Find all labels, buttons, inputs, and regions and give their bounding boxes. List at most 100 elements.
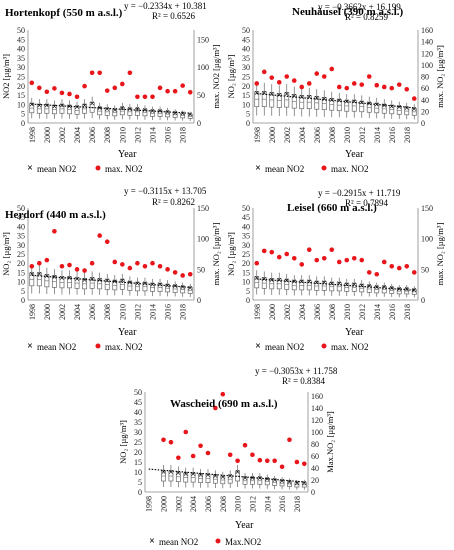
legend-max-label: max. NO2 bbox=[105, 164, 143, 174]
right-tick-label: 100 bbox=[421, 61, 433, 70]
x-tick-label: 2006 bbox=[204, 496, 213, 512]
mean-point: × bbox=[314, 93, 319, 103]
max-point bbox=[37, 260, 42, 266]
trendline bbox=[148, 468, 305, 483]
left-tick-label: 25 bbox=[242, 250, 250, 259]
max-point bbox=[396, 82, 402, 87]
mean-point: × bbox=[287, 477, 292, 487]
left-tick-label: 10 bbox=[17, 278, 25, 287]
x-tick-label: 2012 bbox=[133, 304, 142, 320]
mean-point: × bbox=[97, 103, 102, 113]
max-point bbox=[82, 268, 87, 273]
mean-point: × bbox=[314, 278, 319, 288]
max-point bbox=[287, 437, 292, 443]
panel-title: Herdorf (440 m a.s.l.) bbox=[5, 209, 106, 221]
x-tick-label: 2012 bbox=[133, 127, 142, 143]
mean-point: × bbox=[52, 101, 57, 111]
mean-point: × bbox=[359, 280, 364, 290]
left-tick-label: 35 bbox=[242, 232, 250, 241]
mean-point: × bbox=[269, 89, 274, 99]
chart-panel-2: 0510152025303540455002040608010012014016… bbox=[226, 2, 445, 174]
x-tick-label: 2000 bbox=[43, 304, 52, 320]
mean-point: × bbox=[235, 467, 240, 477]
mean-point: × bbox=[74, 102, 79, 112]
right-tick-label: 100 bbox=[311, 428, 323, 437]
y-axis-label-left: NO₂ [µg/m³] bbox=[226, 54, 236, 98]
max-point bbox=[314, 257, 320, 263]
max-point bbox=[205, 450, 211, 456]
x-tick-label: 2012 bbox=[358, 127, 367, 143]
mean-point: × bbox=[112, 105, 117, 115]
x-tick-label: 2014 bbox=[263, 496, 272, 512]
max-point bbox=[294, 459, 300, 465]
left-tick-label: 15 bbox=[17, 91, 25, 100]
max-point bbox=[97, 233, 102, 238]
x-tick-label: 2012 bbox=[358, 304, 367, 320]
max-point bbox=[161, 437, 166, 443]
mean-point: × bbox=[337, 96, 342, 106]
left-tick-label: 35 bbox=[134, 418, 142, 427]
left-tick-label: 45 bbox=[134, 398, 142, 407]
max-point bbox=[157, 263, 163, 269]
right-tick-label: 60 bbox=[311, 452, 319, 461]
x-tick-label: 2016 bbox=[388, 304, 397, 320]
left-tick-label: 45 bbox=[17, 35, 25, 44]
left-tick-label: 20 bbox=[17, 259, 25, 268]
x-tick-label: 2004 bbox=[298, 127, 307, 143]
max-point bbox=[396, 265, 402, 271]
max-point bbox=[59, 263, 65, 269]
x-tick-label: 2010 bbox=[343, 304, 352, 320]
right-tick-label: 80 bbox=[421, 73, 429, 82]
x-axis-label: Year bbox=[345, 327, 364, 338]
mean-point: × bbox=[262, 88, 267, 98]
mean-point: × bbox=[279, 476, 284, 486]
y-axis-label-right: max. NO₂ [µg/m³] bbox=[435, 223, 445, 286]
max-point bbox=[336, 84, 342, 90]
panel-title: Neuhäusel (390 m a.s.l.) bbox=[292, 6, 404, 18]
x-tick-label: 2008 bbox=[103, 127, 112, 143]
x-tick-label: 1998 bbox=[253, 304, 262, 320]
x-tick-label: 2004 bbox=[298, 304, 307, 320]
r-squared: R² = 0.8259 bbox=[345, 12, 389, 22]
x-tick-label: 2010 bbox=[118, 304, 127, 320]
left-tick-label: 10 bbox=[242, 278, 250, 287]
right-tick-label: 20 bbox=[311, 476, 319, 485]
max-point bbox=[176, 455, 181, 461]
x-tick-label: 2000 bbox=[268, 304, 277, 320]
mean-point: × bbox=[37, 100, 42, 110]
max-point bbox=[242, 442, 248, 448]
mean-point: × bbox=[292, 91, 297, 101]
mean-point: × bbox=[135, 278, 140, 288]
mean-point: × bbox=[344, 97, 349, 107]
max-point bbox=[89, 70, 95, 76]
max-point bbox=[112, 259, 118, 265]
left-tick-label: 40 bbox=[134, 408, 142, 417]
legend-max-marker bbox=[321, 343, 327, 349]
r-squared: R² = 0.8384 bbox=[282, 376, 326, 386]
mean-point: × bbox=[112, 277, 117, 287]
legend-max-label: max. NO2 bbox=[331, 342, 369, 352]
max-point bbox=[213, 405, 218, 411]
x-tick-label: 2002 bbox=[58, 304, 67, 320]
max-point bbox=[89, 260, 95, 266]
x-tick-label: 1998 bbox=[253, 127, 262, 143]
left-tick-label: 10 bbox=[17, 100, 25, 109]
right-tick-label: 160 bbox=[421, 26, 433, 35]
legend-max-marker bbox=[321, 165, 327, 171]
mean-point: × bbox=[59, 273, 64, 283]
max-point bbox=[351, 255, 357, 261]
mean-point: × bbox=[44, 100, 49, 110]
max-point bbox=[142, 94, 148, 100]
max-point bbox=[120, 81, 125, 87]
max-point bbox=[404, 86, 410, 92]
left-tick-label: 5 bbox=[246, 287, 250, 296]
mean-point: × bbox=[307, 92, 312, 102]
max-point bbox=[301, 461, 307, 467]
left-tick-label: 30 bbox=[242, 63, 250, 72]
trendline bbox=[256, 278, 415, 291]
right-tick-label: 100 bbox=[197, 235, 209, 244]
left-tick-label: 40 bbox=[242, 45, 250, 54]
right-tick-label: 50 bbox=[197, 91, 205, 100]
right-tick-label: 80 bbox=[311, 440, 319, 449]
mean-point: × bbox=[404, 284, 409, 294]
